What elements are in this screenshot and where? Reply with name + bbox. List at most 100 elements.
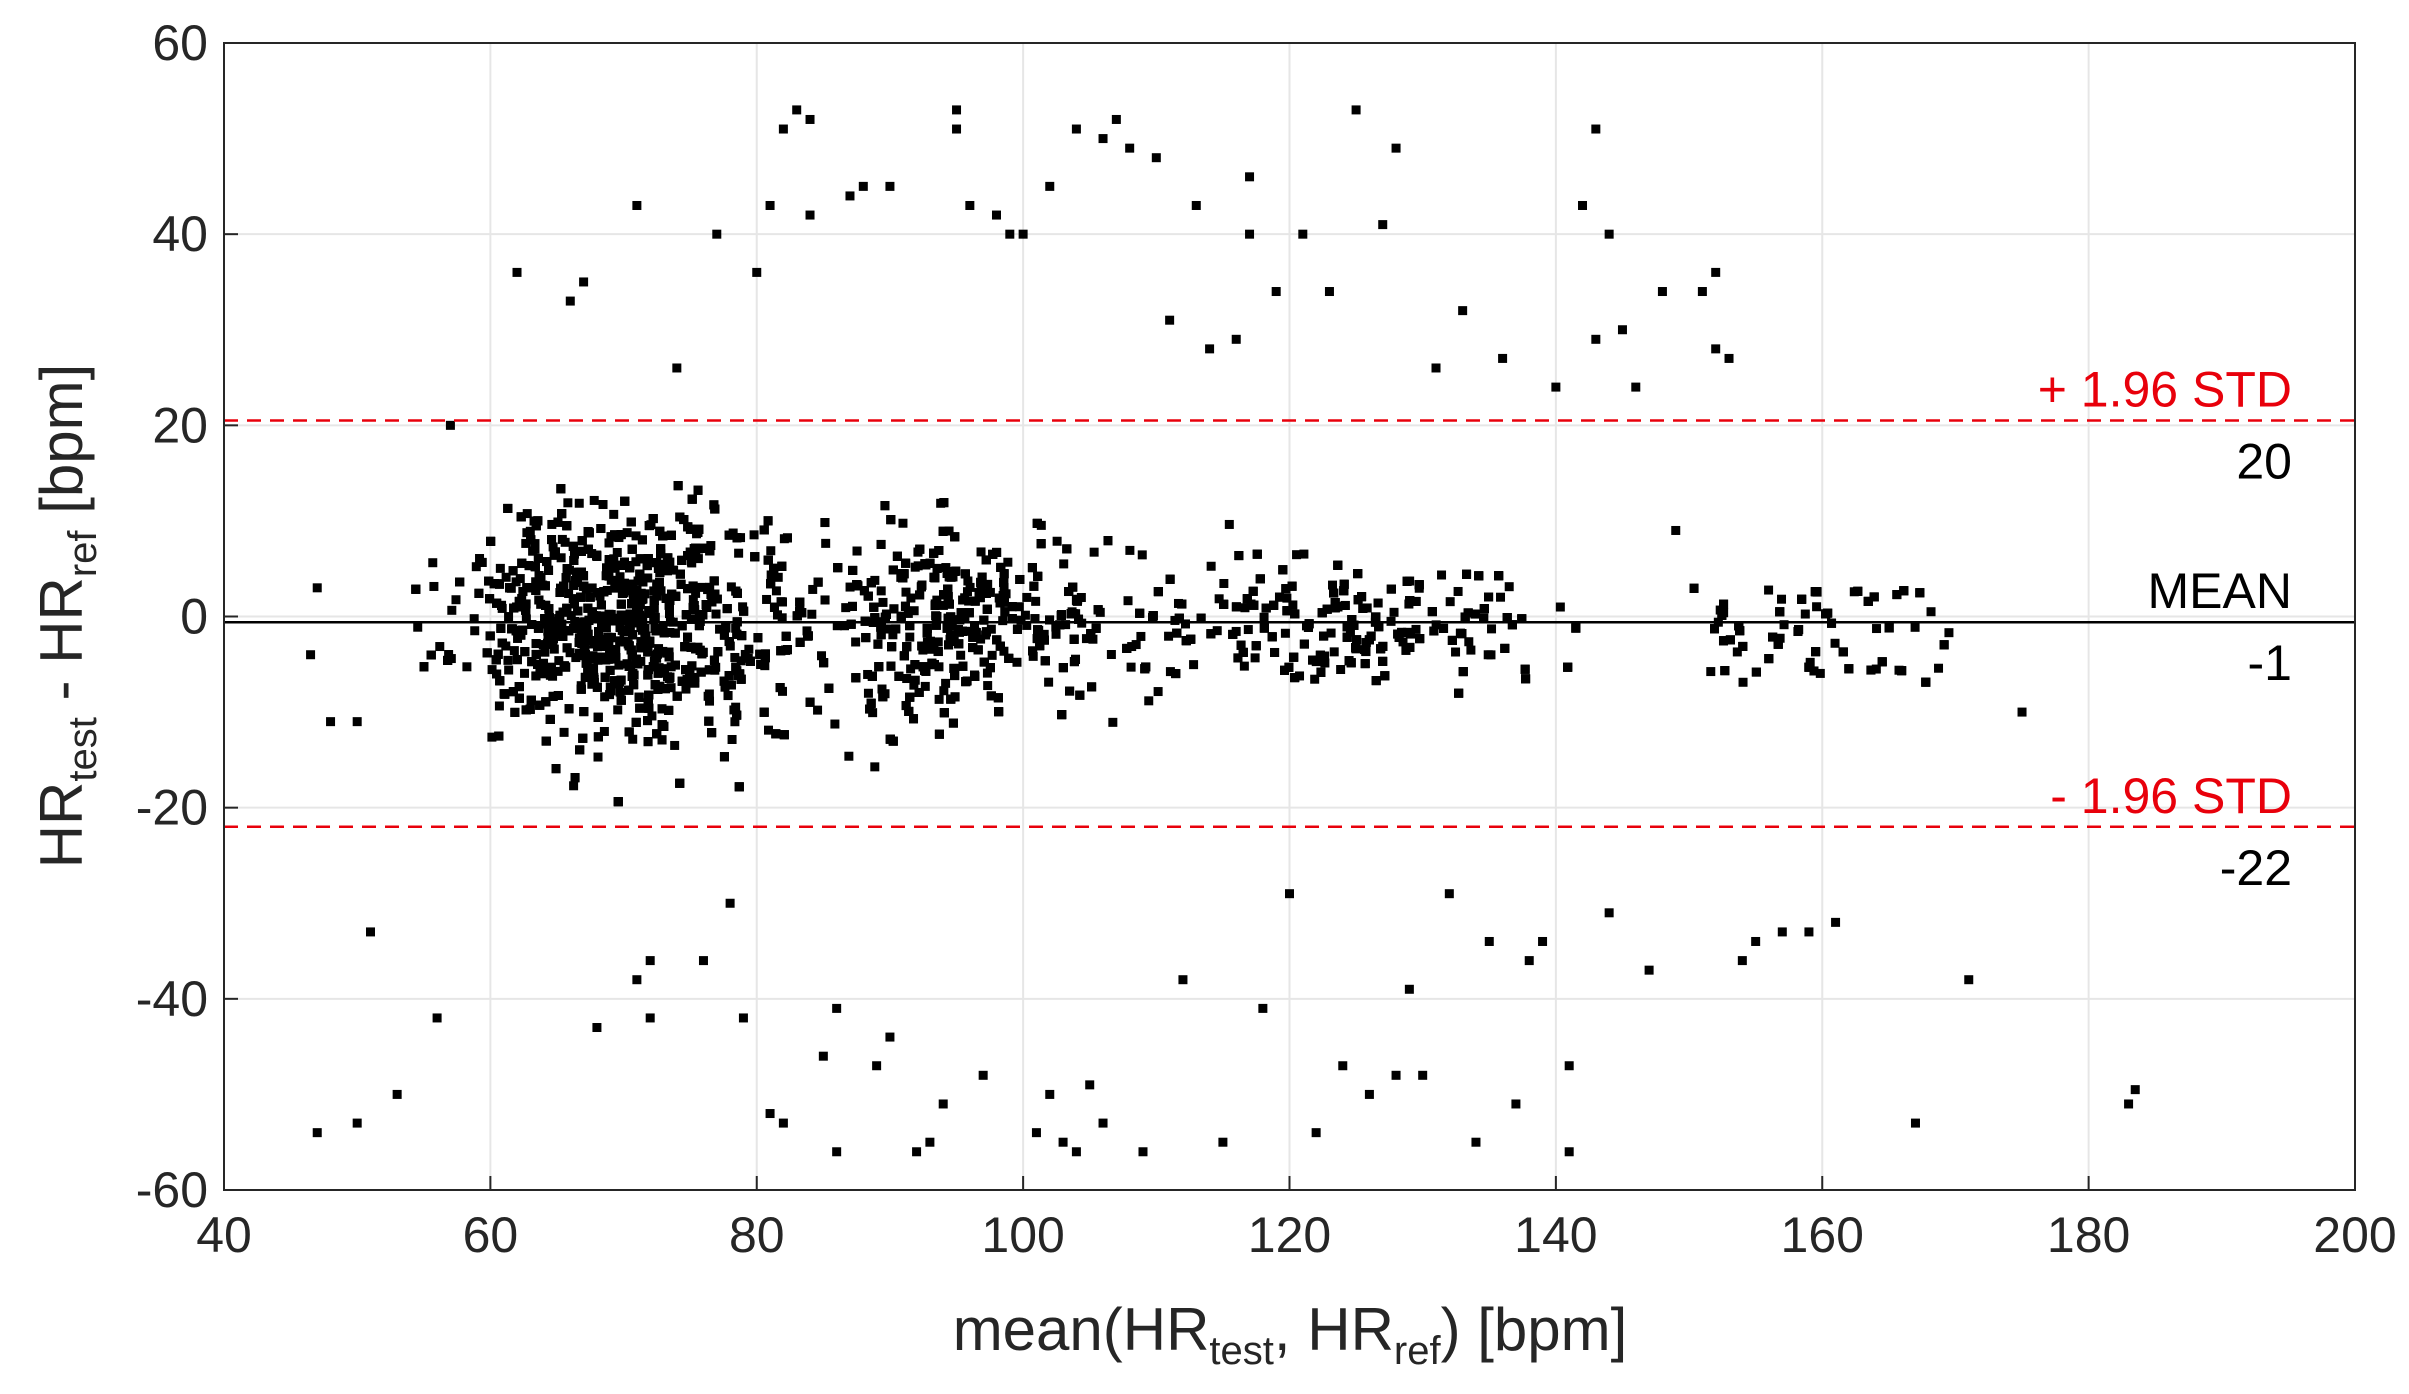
data-point bbox=[694, 621, 704, 631]
data-point bbox=[599, 619, 609, 629]
data-point bbox=[1897, 666, 1907, 676]
data-point bbox=[772, 610, 782, 620]
data-point bbox=[792, 105, 802, 115]
data-point bbox=[632, 200, 642, 210]
data-point bbox=[960, 613, 970, 623]
data-point bbox=[851, 637, 861, 647]
data-point bbox=[1496, 592, 1506, 602]
data-point bbox=[576, 592, 586, 602]
data-point bbox=[626, 599, 636, 609]
data-point bbox=[1738, 677, 1748, 687]
data-point bbox=[1098, 134, 1108, 144]
data-point bbox=[1498, 353, 1508, 363]
data-point bbox=[1218, 1137, 1228, 1147]
data-point bbox=[1418, 1070, 1428, 1080]
data-point bbox=[530, 539, 540, 549]
data-point bbox=[643, 554, 653, 564]
data-point bbox=[615, 572, 625, 582]
data-point bbox=[649, 586, 659, 596]
data-point bbox=[773, 572, 783, 582]
data-point bbox=[686, 614, 696, 624]
data-point bbox=[905, 692, 915, 702]
data-point bbox=[486, 536, 496, 546]
data-point bbox=[722, 604, 732, 614]
data-point bbox=[1751, 667, 1761, 677]
data-point bbox=[824, 683, 834, 693]
data-point bbox=[650, 650, 660, 660]
data-point bbox=[1453, 586, 1463, 596]
data-point bbox=[1892, 590, 1902, 600]
data-point bbox=[1036, 539, 1046, 549]
data-point bbox=[903, 608, 913, 618]
data-point bbox=[813, 577, 823, 587]
data-point bbox=[1138, 1147, 1148, 1157]
data-point bbox=[724, 530, 734, 540]
data-point bbox=[645, 608, 655, 618]
data-point bbox=[528, 546, 538, 556]
data-point bbox=[543, 619, 553, 629]
data-point bbox=[451, 595, 461, 605]
data-point bbox=[686, 642, 696, 652]
data-point bbox=[1853, 586, 1863, 596]
data-point bbox=[631, 654, 641, 664]
data-point bbox=[619, 627, 629, 637]
data-point bbox=[885, 1032, 895, 1042]
data-point bbox=[932, 595, 942, 605]
data-point bbox=[1934, 663, 1944, 673]
data-point bbox=[719, 630, 729, 640]
data-point bbox=[1029, 581, 1039, 591]
data-point bbox=[538, 580, 548, 590]
data-point bbox=[1404, 984, 1414, 994]
data-point bbox=[1479, 613, 1489, 623]
data-point bbox=[765, 1109, 775, 1119]
data-point bbox=[973, 645, 983, 655]
data-point bbox=[526, 695, 536, 705]
data-point bbox=[580, 672, 590, 682]
data-point bbox=[1057, 710, 1067, 720]
data-point bbox=[632, 605, 642, 615]
data-point bbox=[2017, 707, 2027, 717]
data-point bbox=[944, 640, 954, 650]
data-point bbox=[719, 676, 729, 686]
data-point bbox=[1378, 656, 1388, 666]
data-point bbox=[887, 642, 897, 652]
data-point bbox=[487, 732, 497, 742]
data-point bbox=[968, 643, 978, 653]
data-point bbox=[734, 548, 744, 558]
data-point bbox=[696, 582, 706, 592]
data-point bbox=[1809, 666, 1819, 676]
data-point bbox=[579, 640, 589, 650]
data-point bbox=[1483, 650, 1493, 660]
data-point bbox=[1206, 629, 1216, 639]
data-point bbox=[578, 733, 588, 743]
data-point bbox=[902, 674, 912, 684]
data-point bbox=[633, 576, 643, 586]
data-point bbox=[530, 562, 540, 572]
data-point bbox=[999, 577, 1009, 587]
data-point bbox=[645, 956, 655, 966]
data-point bbox=[593, 712, 603, 722]
y-tick-label: 40 bbox=[152, 206, 208, 262]
data-point bbox=[687, 661, 697, 671]
data-point bbox=[915, 590, 925, 600]
data-point bbox=[482, 648, 492, 658]
data-point bbox=[426, 650, 436, 660]
data-point bbox=[520, 668, 530, 678]
data-point bbox=[524, 561, 534, 571]
data-point bbox=[1517, 614, 1527, 624]
data-point bbox=[976, 634, 986, 644]
data-point bbox=[1243, 625, 1253, 635]
data-point bbox=[1071, 654, 1081, 664]
data-point bbox=[511, 626, 521, 636]
data-point bbox=[1061, 620, 1071, 630]
data-point bbox=[2124, 1099, 2134, 1109]
data-point bbox=[1153, 587, 1163, 597]
data-point bbox=[979, 615, 989, 625]
data-point bbox=[592, 1023, 602, 1033]
data-point bbox=[969, 622, 979, 632]
data-point bbox=[615, 636, 625, 646]
data-point bbox=[625, 563, 635, 573]
data-point bbox=[777, 613, 787, 623]
data-point bbox=[1401, 645, 1411, 655]
data-point bbox=[813, 705, 823, 715]
